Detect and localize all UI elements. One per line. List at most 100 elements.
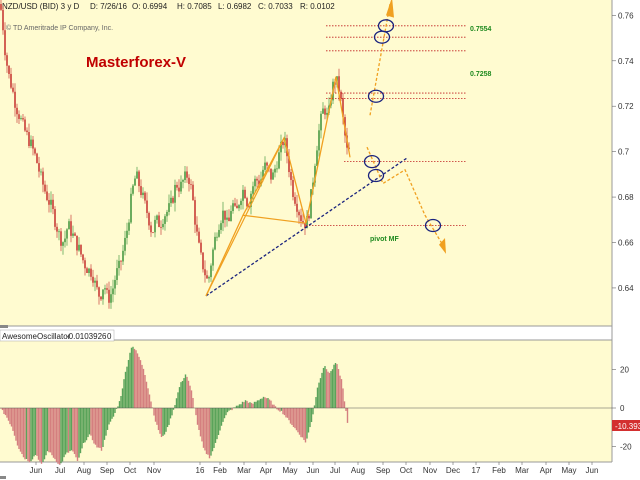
candle-body [246, 198, 248, 207]
candle-body [98, 287, 100, 297]
candle-body [102, 289, 104, 300]
candle-body [192, 184, 194, 201]
candle-body [230, 211, 232, 222]
candle-body [208, 277, 210, 279]
candle-body [270, 168, 272, 180]
candle-body [242, 189, 244, 201]
candle-body [96, 280, 98, 288]
candle-body [218, 229, 220, 237]
candle-body [258, 180, 260, 186]
candle-body [204, 269, 206, 276]
time-tick-label: Apr [260, 466, 273, 475]
pivot-mf-label: pivot MF [370, 236, 399, 243]
price-panel-bg [0, 0, 612, 326]
candle-body [58, 231, 60, 233]
candle-body [174, 184, 176, 203]
candle-body [220, 223, 222, 230]
candle-body [16, 107, 18, 115]
candle-body [194, 200, 196, 225]
highlight-circle [363, 154, 381, 169]
time-tick-label: Mar [515, 466, 529, 475]
time-tick-label: Nov [147, 466, 161, 475]
bottom-resize-handle[interactable] [0, 476, 6, 479]
candle-body [256, 178, 258, 181]
candle-body [306, 215, 308, 229]
oscillator-zero-label: 0 [107, 332, 112, 341]
candle-body [90, 268, 92, 277]
candle-body [28, 132, 30, 147]
candle-body [234, 203, 236, 206]
chart-header: NZD/USD (BID) 3 y D D: 7/26/16 O: 0.6994… [2, 2, 335, 11]
candle-body [32, 139, 34, 149]
price-tick-label: 0.74 [618, 57, 634, 66]
oscillator-tick-label: 20 [620, 366, 629, 375]
candle-body [342, 98, 344, 118]
time-tick-label: Jul [55, 466, 65, 475]
candle-body [124, 237, 126, 251]
candle-body [154, 219, 156, 233]
candle-body [114, 279, 116, 289]
candle-body [134, 178, 136, 186]
candle-body [10, 73, 12, 88]
candle-body [122, 250, 124, 262]
level-label-0-7554: 0.7554 [470, 26, 492, 33]
candle-body [264, 162, 266, 170]
candle-body [116, 268, 118, 280]
candle-body [24, 119, 26, 131]
header-low: L: 0.6982 [218, 2, 252, 11]
candle-body [34, 148, 36, 154]
pattern-line [242, 214, 307, 224]
candle-body [318, 130, 320, 151]
candle-body [162, 223, 164, 228]
candle-body [112, 288, 114, 295]
price-axis-ticks: 0.76 0.74 0.72 0.7 0.68 0.66 0.64 [612, 11, 634, 293]
candle-body [152, 232, 154, 234]
candle-body [158, 215, 160, 227]
pattern-line [205, 137, 285, 297]
panel-resize-handle[interactable] [0, 325, 8, 328]
price-tick-label: 0.76 [618, 11, 634, 20]
candle-body [66, 229, 68, 239]
candle-body [266, 162, 268, 166]
candle-body [324, 108, 326, 115]
candle-body [290, 172, 292, 180]
candle-body [136, 171, 138, 179]
candle-body [188, 177, 190, 185]
candle-body [2, 9, 4, 31]
time-tick-label: Jul [330, 466, 340, 475]
candle-body [202, 252, 204, 270]
candle-body [76, 235, 78, 251]
candle-body [288, 156, 290, 173]
time-tick-label: Sep [376, 466, 391, 475]
oscillator-panel-bg [0, 340, 612, 462]
candle-body [128, 222, 130, 231]
candle-body [130, 193, 132, 223]
candle-body [326, 112, 328, 115]
candle-body [164, 216, 166, 224]
time-tick-label: Apr [540, 466, 553, 475]
time-tick-label: Sep [100, 466, 115, 475]
candle-body [212, 249, 214, 266]
candle-body [92, 276, 94, 283]
projection-up-arrow [369, 3, 391, 116]
candle-body [180, 181, 182, 192]
candle-body [186, 171, 188, 178]
level-label-0-7258: 0.7258 [470, 71, 492, 78]
candle-body [20, 118, 22, 119]
header-date: D: 7/26/16 [90, 2, 127, 11]
candle-body [294, 196, 296, 204]
oscillator-name: AwesomeOscillator [2, 332, 71, 341]
candle-body [18, 114, 20, 119]
candle-body [74, 233, 76, 236]
candle-body [178, 187, 180, 192]
candle-body [166, 211, 168, 217]
candle-body [138, 171, 140, 187]
time-tick-label: Jun [586, 466, 599, 475]
candle-body [82, 254, 84, 261]
projection-down-path [366, 146, 445, 248]
projection-down-arrowhead [439, 237, 446, 254]
pattern-zigzag [205, 76, 351, 297]
candle-body [206, 275, 208, 279]
time-tick-label: Oct [400, 466, 413, 475]
